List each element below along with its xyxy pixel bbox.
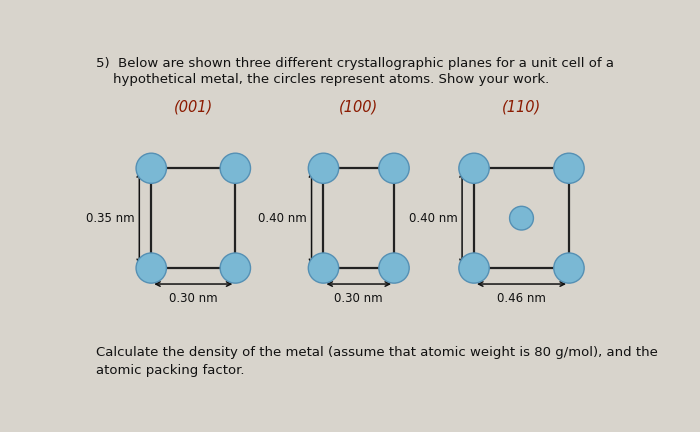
Ellipse shape: [554, 153, 584, 183]
Text: 0.30 nm: 0.30 nm: [169, 292, 218, 305]
Text: (001): (001): [174, 99, 213, 114]
Text: (110): (110): [502, 99, 541, 114]
Ellipse shape: [136, 153, 167, 183]
Bar: [323, 168, 394, 268]
Ellipse shape: [554, 253, 584, 283]
Bar: [474, 168, 569, 268]
Ellipse shape: [220, 253, 251, 283]
Text: (100): (100): [339, 99, 379, 114]
Text: 0.35 nm: 0.35 nm: [86, 212, 135, 225]
Text: 0.30 nm: 0.30 nm: [335, 292, 383, 305]
Ellipse shape: [136, 253, 167, 283]
Ellipse shape: [379, 253, 410, 283]
Ellipse shape: [379, 153, 410, 183]
Bar: [151, 168, 235, 268]
Text: hypothetical metal, the circles represent atoms. Show your work.: hypothetical metal, the circles represen…: [96, 73, 549, 86]
Ellipse shape: [458, 253, 489, 283]
Text: 0.40 nm: 0.40 nm: [409, 212, 458, 225]
Text: 0.46 nm: 0.46 nm: [497, 292, 546, 305]
Text: Calculate the density of the metal (assume that atomic weight is 80 g/mol), and : Calculate the density of the metal (assu…: [96, 346, 657, 377]
Ellipse shape: [308, 153, 339, 183]
Ellipse shape: [458, 153, 489, 183]
Ellipse shape: [220, 153, 251, 183]
Text: 5)  Below are shown three different crystallographic planes for a unit cell of a: 5) Below are shown three different cryst…: [96, 57, 614, 70]
Ellipse shape: [510, 206, 533, 230]
Ellipse shape: [308, 253, 339, 283]
Text: 0.40 nm: 0.40 nm: [258, 212, 307, 225]
